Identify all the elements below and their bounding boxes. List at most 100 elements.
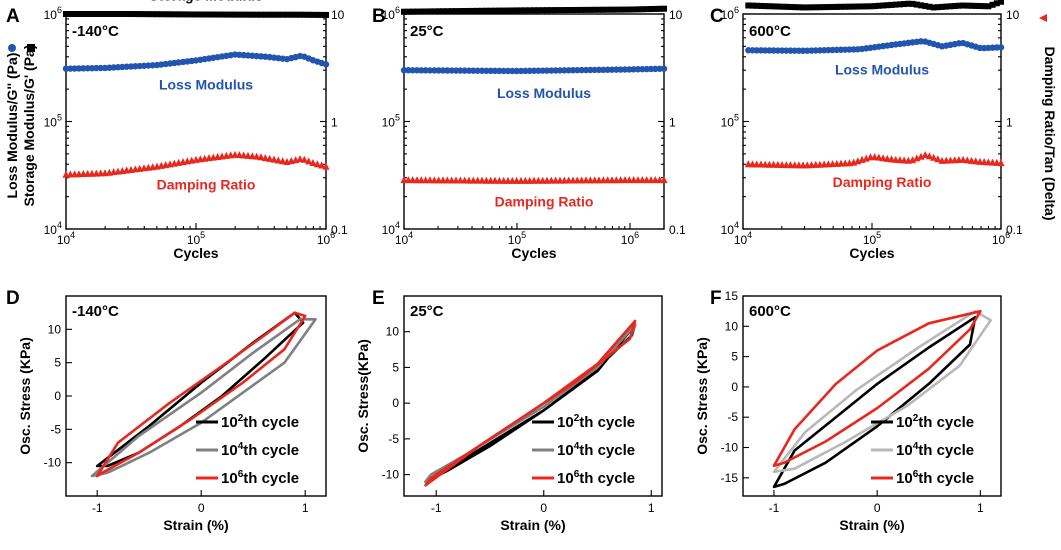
data-point xyxy=(804,4,811,11)
series-label: Damping Ratio xyxy=(157,177,256,193)
data-point xyxy=(656,5,663,12)
panel-letter: C xyxy=(710,6,724,27)
data-point xyxy=(626,6,633,13)
data-point xyxy=(279,157,287,165)
y2-tick-label: 0.1 xyxy=(669,223,686,237)
x-tick-label: 104 xyxy=(734,230,752,247)
y-tick-label: 106 xyxy=(44,5,62,22)
legend-label: 102th cycle xyxy=(221,413,299,431)
data-point xyxy=(879,154,887,162)
data-point xyxy=(850,3,857,10)
data-point xyxy=(905,0,912,7)
data-point xyxy=(609,6,615,13)
y-tick-label: 0 xyxy=(731,380,738,394)
x-tick-label: 106 xyxy=(317,230,335,247)
data-point xyxy=(934,4,941,11)
y2-axis-label: Damping Ratio/Tan (Delta) xyxy=(1042,47,1058,221)
panel-b-cycles-plot xyxy=(400,5,668,230)
plot-frame xyxy=(65,13,327,230)
data-point xyxy=(76,11,82,17)
x-tick-label: 0 xyxy=(198,501,205,515)
data-point xyxy=(431,8,438,15)
data-point xyxy=(643,6,650,13)
data-point xyxy=(544,7,550,14)
data-point xyxy=(660,176,668,184)
panel-d-hysteresis-plot xyxy=(65,295,327,497)
data-point xyxy=(240,11,247,18)
data-point xyxy=(167,11,173,18)
data-point xyxy=(505,7,511,14)
y-tick-label: 105 xyxy=(721,113,739,130)
data-point xyxy=(930,153,938,161)
data-point xyxy=(106,11,113,17)
data-point xyxy=(128,11,134,18)
data-point xyxy=(487,7,494,14)
data-point xyxy=(604,6,611,13)
y-tick-label: 5 xyxy=(54,356,61,370)
x-tick-label: -1 xyxy=(431,501,442,515)
data-point xyxy=(318,161,326,169)
data-point xyxy=(833,3,840,10)
legend-label: 104th cycle xyxy=(221,441,299,459)
data-point xyxy=(448,8,455,15)
data-point xyxy=(245,11,251,18)
data-point xyxy=(500,7,507,14)
data-point xyxy=(762,3,769,10)
series-loss-modulus xyxy=(745,38,1005,54)
data-point xyxy=(779,3,786,10)
data-point xyxy=(318,11,325,18)
data-point xyxy=(288,11,295,18)
data-point xyxy=(993,0,1000,7)
data-point xyxy=(880,2,887,9)
data-point xyxy=(154,11,160,18)
series-storage-modulus xyxy=(401,5,667,15)
data-point xyxy=(227,11,234,18)
data-point xyxy=(461,8,468,15)
data-point xyxy=(180,11,186,18)
legend-label: 106th cycle xyxy=(221,469,299,487)
data-point xyxy=(613,6,620,13)
data-point xyxy=(829,3,836,10)
data-point xyxy=(270,155,278,163)
data-point xyxy=(223,11,230,18)
data-point xyxy=(63,11,69,17)
data-point xyxy=(917,2,924,9)
y2-tick-label: 0.1 xyxy=(331,223,348,237)
legend-label: 104th cycle xyxy=(557,441,635,459)
data-point xyxy=(119,11,126,17)
data-point xyxy=(947,3,954,10)
data-point xyxy=(296,155,304,163)
y-axis-label: Osc. Stress (KPa) xyxy=(17,337,33,455)
data-point xyxy=(901,1,908,8)
data-point xyxy=(600,6,607,13)
series-label: Loss Modulus xyxy=(497,85,591,101)
data-point xyxy=(749,2,756,9)
data-point xyxy=(888,1,895,8)
data-point xyxy=(418,8,425,15)
series-loop xyxy=(772,315,977,489)
x-tick-label: -1 xyxy=(92,501,103,515)
data-point xyxy=(271,11,277,18)
data-point xyxy=(210,11,217,18)
y-tick-label: 5 xyxy=(731,350,738,364)
data-point xyxy=(981,3,988,10)
x-tick-label: 105 xyxy=(863,230,881,247)
data-point xyxy=(258,11,264,18)
data-point xyxy=(405,8,412,15)
data-point xyxy=(219,11,225,18)
data-point xyxy=(110,11,117,17)
x-tick-label: 0 xyxy=(874,501,881,515)
legend-label: 102th cycle xyxy=(557,413,635,431)
data-point xyxy=(518,7,524,14)
data-point xyxy=(846,3,853,10)
data-point xyxy=(548,7,555,14)
y-tick-label: 0 xyxy=(54,389,61,403)
data-point xyxy=(483,7,490,14)
data-point xyxy=(617,6,624,13)
data-point xyxy=(93,11,100,17)
series-loop xyxy=(95,311,307,478)
data-point xyxy=(648,6,654,13)
x-tick-label: 105 xyxy=(187,230,205,247)
data-point xyxy=(136,11,143,18)
x-tick-label: 1 xyxy=(302,501,309,515)
